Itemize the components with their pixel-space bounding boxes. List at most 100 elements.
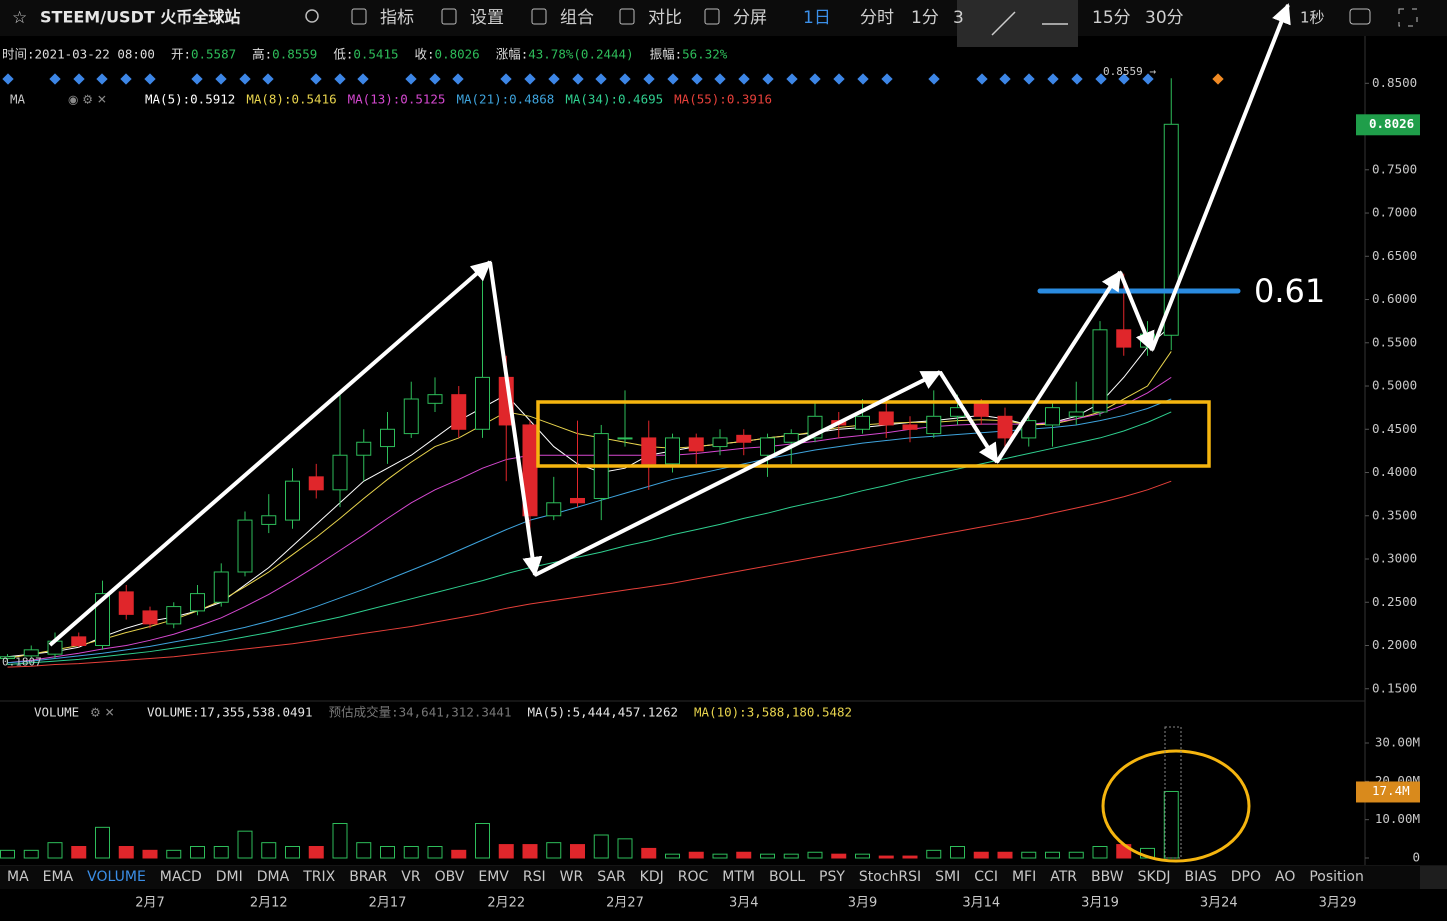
- interval[interactable]: 1日: [803, 8, 831, 28]
- legend-entry: MA(34):0.4695: [565, 92, 663, 107]
- indicator-tab[interactable]: KDJ: [640, 869, 664, 885]
- toolbar-button[interactable]: 分屏: [733, 8, 767, 28]
- button-icon[interactable]: [531, 8, 547, 25]
- candle-body: [261, 515, 277, 525]
- indicator-tab[interactable]: EMV: [478, 869, 509, 885]
- ma-line: [7, 376, 1172, 664]
- event-marker: [2, 73, 14, 85]
- interval[interactable]: 30分: [1145, 8, 1184, 28]
- candle-body: [878, 411, 894, 426]
- info-value: 0.5415: [353, 47, 398, 62]
- indicator-tab[interactable]: BBW: [1091, 869, 1124, 885]
- candle-body: [356, 441, 372, 456]
- volume-bar: [166, 849, 182, 859]
- indicator-tab[interactable]: MTM: [722, 869, 755, 885]
- volume-bar: [1021, 851, 1037, 859]
- candle-body: [1045, 407, 1060, 426]
- event-marker: [1212, 73, 1224, 85]
- indicator-tab[interactable]: MA: [7, 869, 29, 885]
- range-box: [536, 400, 1211, 468]
- indicator-tab[interactable]: EMA: [43, 869, 74, 885]
- interval[interactable]: 1秒: [1300, 9, 1325, 27]
- candle-body: [570, 497, 585, 504]
- interval[interactable]: 分时: [860, 8, 894, 28]
- candle-body: [475, 376, 490, 430]
- button-icon[interactable]: [351, 8, 367, 25]
- toolbar-button[interactable]: 设置: [470, 8, 504, 28]
- volume-bar: [926, 849, 942, 859]
- info-label: 高:: [252, 47, 272, 62]
- indicator-tab[interactable]: WR: [560, 869, 584, 885]
- button-icon[interactable]: [704, 8, 720, 25]
- indicator-tab[interactable]: TRIX: [302, 869, 335, 885]
- indicator-tab[interactable]: CCI: [974, 869, 998, 885]
- indicator-tab[interactable]: DMI: [216, 869, 243, 885]
- indicator-tab[interactable]: DMA: [257, 869, 290, 885]
- info-value: 56.32%: [682, 47, 728, 62]
- volume-bar: [736, 851, 752, 859]
- toolbar-button[interactable]: 对比: [648, 8, 682, 28]
- indicator-tab[interactable]: BIAS: [1185, 869, 1217, 885]
- indicator-tab[interactable]: VR: [401, 869, 421, 885]
- button-icon[interactable]: [441, 8, 457, 25]
- indicator-tab[interactable]: DPO: [1231, 869, 1261, 885]
- indicator-tab[interactable]: PSY: [819, 869, 845, 885]
- indicator-tab[interactable]: MFI: [1012, 869, 1036, 885]
- candle-body: [190, 593, 205, 612]
- search-icon[interactable]: [305, 9, 319, 23]
- event-marker: [1118, 73, 1130, 85]
- interval[interactable]: 1分: [911, 8, 939, 28]
- indicator-tab[interactable]: SKDJ: [1138, 869, 1171, 885]
- button-icon[interactable]: [619, 8, 635, 25]
- candle-body: [736, 434, 752, 443]
- volume-bar: [356, 842, 372, 859]
- x-tick-label: 2月7: [135, 896, 165, 911]
- event-marker: [999, 73, 1011, 85]
- candle-body: [308, 476, 324, 491]
- volume-tick-label: 10.00M: [1375, 811, 1420, 826]
- indicator-tab[interactable]: AO: [1275, 869, 1295, 885]
- volume-bar: [1092, 846, 1108, 859]
- fullscreen-icon[interactable]: [1398, 8, 1418, 27]
- indicator-tab[interactable]: StochRSI: [859, 869, 921, 885]
- ma-line: [7, 351, 1172, 659]
- tab-scroll[interactable]: [1420, 866, 1447, 889]
- toolbar-button[interactable]: 指标: [380, 8, 414, 28]
- indicator-tab[interactable]: BOLL: [769, 869, 805, 885]
- volume-bar: [190, 846, 205, 859]
- indicator-tab[interactable]: VOLUME: [87, 869, 146, 885]
- camera-icon[interactable]: [1349, 8, 1371, 25]
- toolbar-button[interactable]: 组合: [560, 8, 594, 28]
- volume-bar: [570, 844, 585, 859]
- volume-tag: [1356, 781, 1420, 803]
- line-tool-icon[interactable]: [991, 11, 1016, 36]
- indicator-tab[interactable]: SMI: [935, 869, 960, 885]
- interval[interactable]: 3: [953, 8, 964, 28]
- x-tick-label: 3月24: [1200, 896, 1238, 911]
- volume-bar: [712, 853, 728, 859]
- volume-tick-label: 30.00M: [1375, 735, 1420, 750]
- event-marker: [334, 73, 346, 85]
- indicator-tab[interactable]: OBV: [435, 869, 465, 885]
- event-marker: [310, 73, 322, 85]
- symbol: STEEM/USDT 火币全球站: [40, 8, 240, 27]
- event-marker: [120, 73, 132, 85]
- legend-entry: MA(5):0.5912: [145, 92, 235, 107]
- indicator-tab[interactable]: SAR: [597, 869, 626, 885]
- volume-bar: [997, 851, 1013, 859]
- indicator-tab[interactable]: BRAR: [349, 869, 387, 885]
- indicator-tab[interactable]: Position: [1309, 869, 1364, 885]
- low-label: 0.1807: [2, 656, 42, 669]
- volume-bar: [451, 849, 467, 859]
- interval[interactable]: 15分: [1092, 8, 1131, 28]
- indicator-tab[interactable]: ROC: [678, 869, 709, 885]
- candle-body: [0, 656, 15, 659]
- indicator-tab[interactable]: ATR: [1050, 869, 1077, 885]
- indicator-tab[interactable]: MACD: [160, 869, 202, 885]
- indicator-tab[interactable]: RSI: [523, 869, 546, 885]
- x-tick-label: 2月17: [369, 896, 407, 911]
- volume-bar: [308, 846, 324, 859]
- info-label: 开:: [171, 47, 191, 62]
- y-tick-label: 0.2000: [1372, 637, 1417, 652]
- event-marker: [262, 73, 274, 85]
